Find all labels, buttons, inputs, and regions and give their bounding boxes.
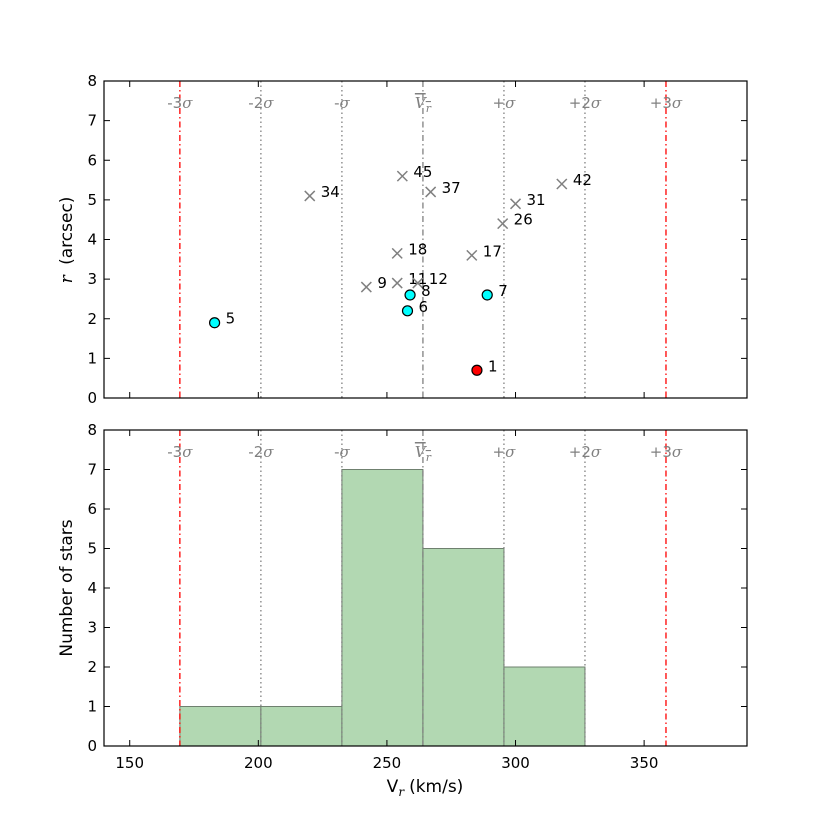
scatter-point-label-8: 8: [421, 282, 431, 300]
histogram-y-tick-label-0: 0: [87, 737, 97, 755]
x-tick-label-4: 350: [630, 754, 659, 772]
scatter-point-label-45: 45: [413, 163, 432, 181]
scatter-y-tick-label-2: 2: [87, 310, 97, 328]
histogram-y-tick-label-6: 6: [87, 500, 97, 518]
scatter-point-circle-7: [481, 289, 493, 301]
scatter-point-x-42: [556, 178, 568, 190]
scatter-point-circle-1: [471, 364, 483, 376]
scatter-point-label-6: 6: [418, 298, 428, 316]
scatter-point-x-17: [466, 249, 478, 261]
histogram-y-tick-label-4: 4: [87, 579, 97, 597]
scatter-point-circle-5: [208, 317, 221, 329]
histogram-y-tick-label-1: 1: [87, 698, 97, 716]
scatter-reference-label-5: +2σ: [569, 94, 602, 112]
scatter-reference-label-0: -3σ: [167, 94, 193, 112]
scatter-panel: -3σ -2σ -σ Vr +σ +2σ +3σ3491811451237172631425…: [87, 72, 748, 407]
scatter-point-x-18: [391, 247, 403, 259]
scatter-reference-label-6: +3σ: [650, 94, 683, 112]
histogram-bar-2: [341, 469, 424, 747]
histogram-reference-label-5: +2σ: [569, 443, 602, 461]
scatter-y-axis-var: r: [57, 274, 77, 283]
x-tick-label-0: 150: [115, 754, 144, 772]
scatter-point-label-17: 17: [483, 242, 502, 260]
scatter-reference-label-1: -2σ: [248, 94, 274, 112]
scatter-point-x-45: [396, 170, 408, 182]
histogram-x-axis-label: Vr (km/s): [387, 777, 464, 799]
x-axis-unit: (km/s): [409, 777, 463, 797]
scatter-y-tick-label-7: 7: [87, 112, 97, 130]
scatter-y-tick-label-3: 3: [87, 270, 97, 288]
histogram-bar-1: [260, 706, 343, 747]
scatter-point-circle-6: [401, 305, 414, 317]
scatter-point-x-34: [304, 190, 316, 202]
histogram-reference-label-1: -2σ: [248, 443, 274, 461]
histogram-bar-0: [179, 706, 262, 747]
histogram-y-tick-label-5: 5: [87, 540, 97, 558]
scatter-reference-label-4: +σ: [493, 94, 517, 112]
scatter-y-tick-label-5: 5: [87, 191, 97, 209]
scatter-point-label-5: 5: [226, 310, 236, 328]
histogram-y-tick-label-7: 7: [87, 461, 97, 479]
histogram-y-tick-label-8: 8: [87, 421, 97, 439]
histogram-reference-label-0: -3σ: [167, 443, 193, 461]
scatter-y-axis-label: r (arcsec): [57, 197, 77, 284]
histogram-y-axis-label: Number of stars: [57, 519, 77, 656]
scatter-point-circle-8: [404, 289, 416, 301]
scatter-point-label-34: 34: [321, 183, 340, 201]
scatter-point-label-37: 37: [442, 179, 461, 197]
scatter-point-label-42: 42: [573, 171, 592, 189]
scatter-point-x-11: [391, 277, 403, 289]
scatter-y-axis-unit: (arcsec): [57, 197, 77, 265]
scatter-y-tick-label-4: 4: [87, 231, 97, 249]
scatter-y-tick-label-8: 8: [87, 72, 97, 90]
scatter-point-label-18: 18: [408, 240, 427, 258]
histogram-y-tick-label-2: 2: [87, 658, 97, 676]
scatter-point-x-31: [509, 198, 522, 210]
histogram-panel: -3σ -2σ -σ Vr +σ +2σ +3σ 0 1 2 3 4 5 6 7 8 150 200 250 300 3…: [87, 421, 748, 772]
scatter-point-x-12: [412, 277, 424, 289]
histogram-reference-label-4: +σ: [493, 443, 517, 461]
scatter-reference-label-3: Vr: [415, 94, 432, 115]
scatter-y-tick-label-6: 6: [87, 151, 97, 169]
x-axis-sub: r: [398, 785, 405, 799]
scatter-point-label-7: 7: [498, 282, 508, 300]
histogram-y-tick-label-3: 3: [87, 619, 97, 637]
scatter-y-tick-label-1: 1: [87, 349, 97, 367]
scatter-point-x-9: [360, 281, 372, 293]
scatter-reference-label-2: -σ: [334, 94, 350, 112]
x-axis-var: V: [387, 777, 399, 797]
scatter-point-x-37: [425, 186, 437, 198]
scatter-y-tick-label-0: 0: [87, 389, 97, 407]
scatter-point-label-11: 11: [408, 270, 427, 288]
scatter-point-label-31: 31: [527, 191, 546, 209]
x-tick-label-3: 300: [501, 754, 530, 772]
x-tick-label-1: 200: [244, 754, 273, 772]
histogram-bar-4: [503, 666, 586, 747]
scatter-point-x-26: [497, 218, 509, 230]
scatter-point-label-9: 9: [377, 274, 387, 292]
x-tick-label-2: 250: [373, 754, 402, 772]
histogram-reference-label-3: Vr: [415, 443, 432, 464]
scatter-point-label-12: 12: [429, 270, 448, 288]
histogram-reference-label-2: -σ: [334, 443, 350, 461]
histogram-bar-3: [422, 548, 505, 747]
scatter-point-label-26: 26: [514, 211, 533, 229]
histogram-reference-label-6: +3σ: [650, 443, 683, 461]
scatter-point-label-1: 1: [488, 357, 498, 375]
